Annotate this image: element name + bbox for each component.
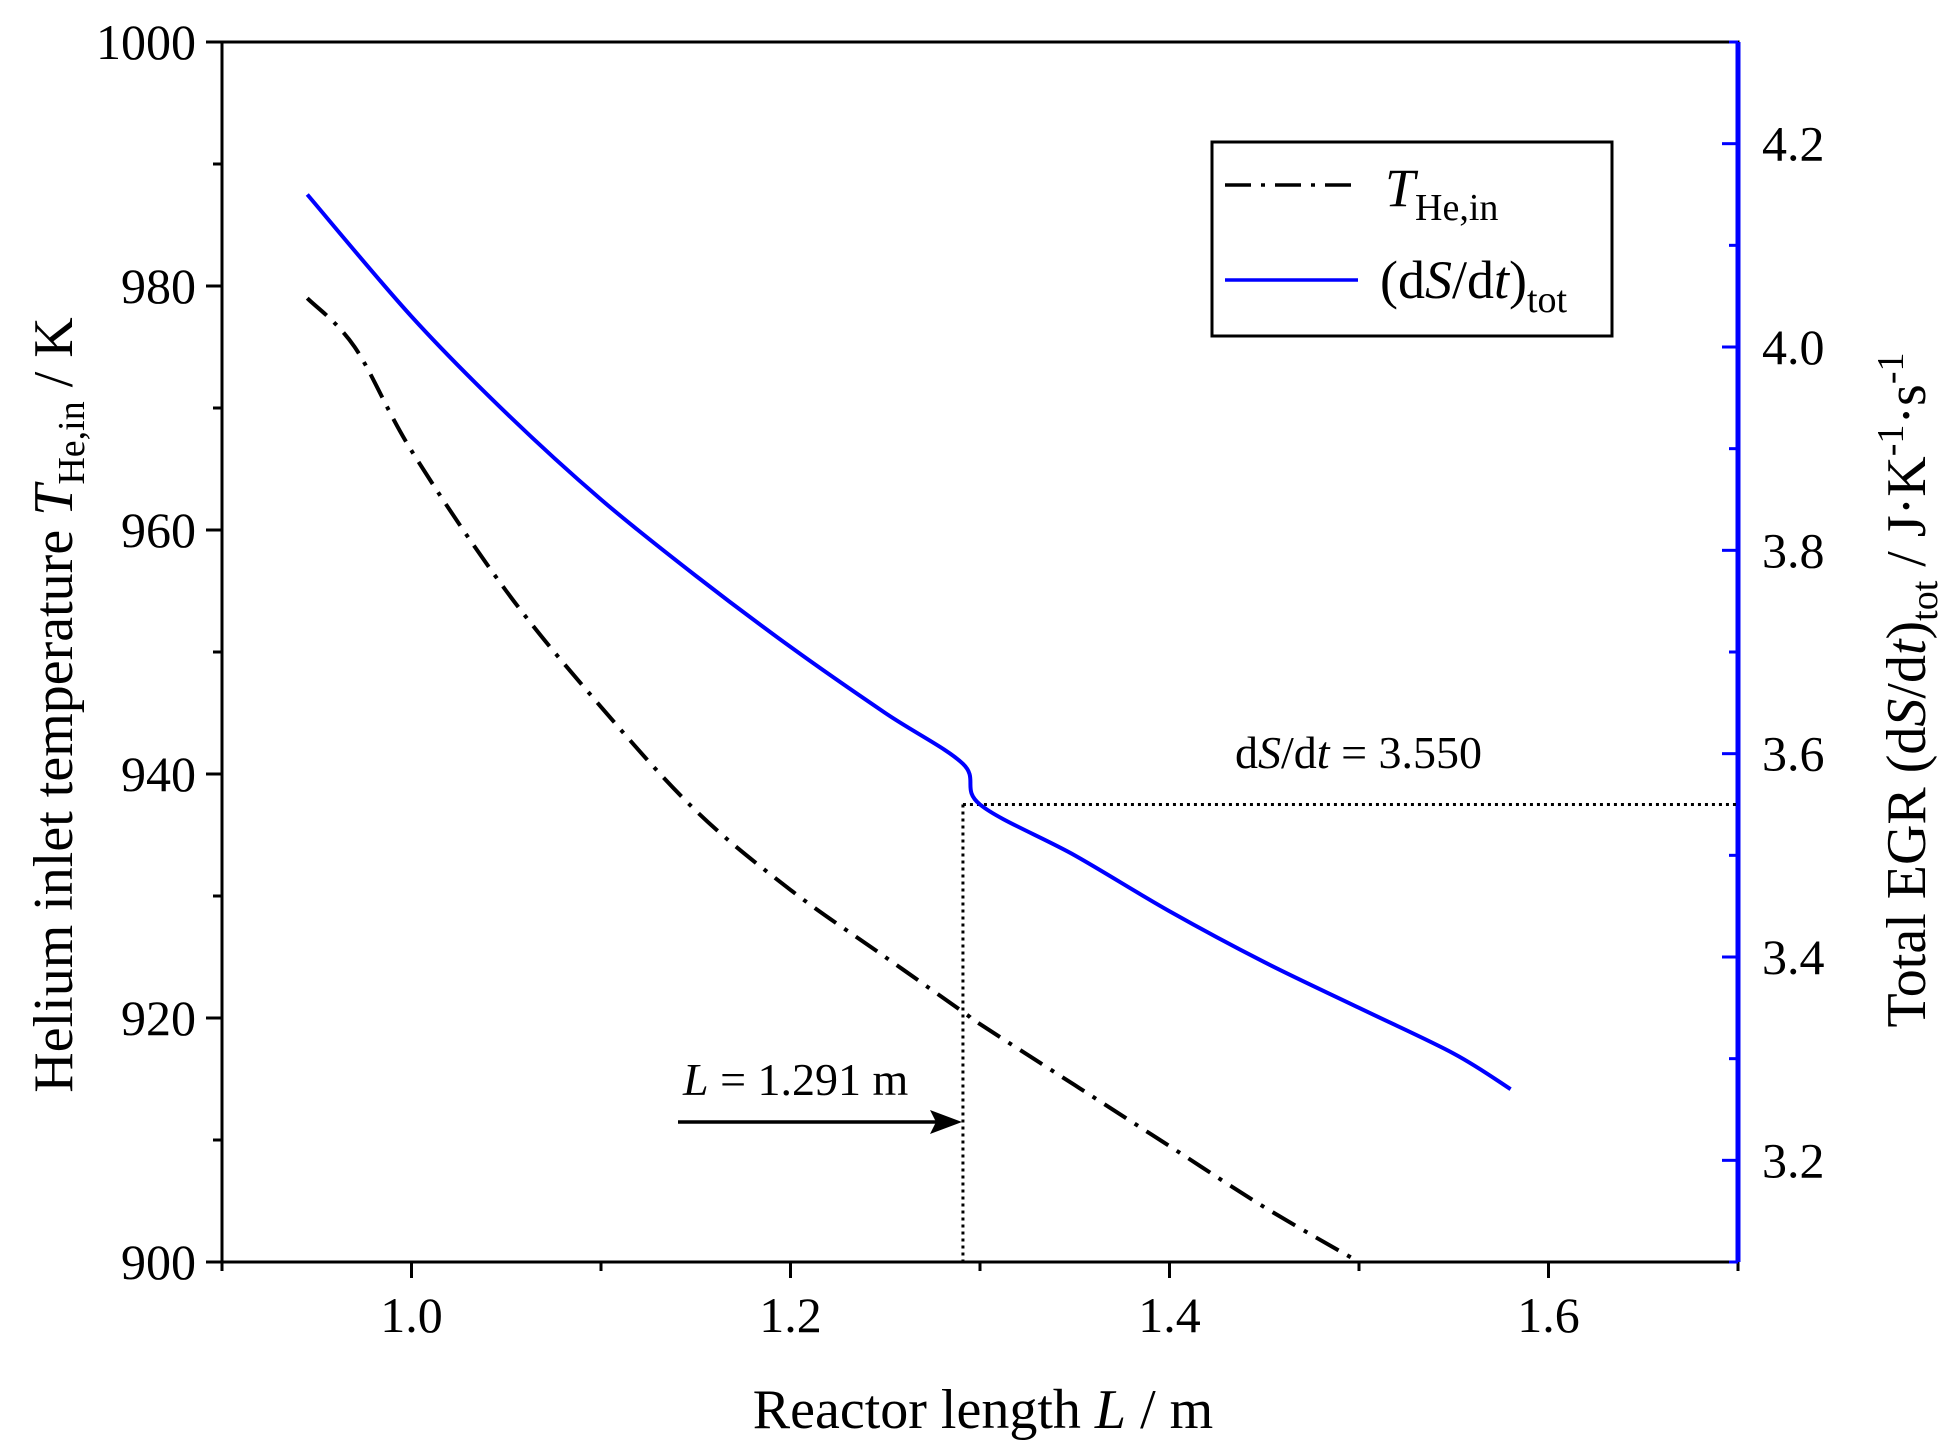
y-axis-right-title: Total EGR (dS/dt)tot / J·K-1·s-1 <box>1870 352 1946 1027</box>
x-axis-title: Reactor length L / m <box>753 1379 1213 1441</box>
annotation-length-value: L = 1.291 m <box>682 1054 909 1105</box>
series-layer <box>305 193 1512 1264</box>
y-right-tick-label: 3.6 <box>1762 726 1825 782</box>
x-tick-label: 1.2 <box>759 1287 822 1343</box>
y-left-tick-label: 940 <box>121 746 196 802</box>
y-left-tick-label: 920 <box>121 990 196 1046</box>
y-axis-left-title: Helium inlet temperature THe,in / K <box>23 317 93 1092</box>
y-left-tick-label: 980 <box>121 258 196 314</box>
legend-label-t-he-in: THe,in <box>1385 158 1498 229</box>
legend: THe,in (dS/dt)tot <box>1210 140 1614 338</box>
y-right-tick-label: 3.8 <box>1762 522 1825 578</box>
y-left-tick-label: 960 <box>121 502 196 558</box>
annotation-arrowhead <box>930 1110 962 1134</box>
legend-box <box>1210 140 1614 338</box>
series-line-dsdt-tot <box>305 193 1512 1091</box>
y-right-tick-label: 3.2 <box>1762 1132 1825 1188</box>
y-right-tick-label: 3.4 <box>1762 929 1825 985</box>
ticks-layer: 1.0 1.2 1.4 1.6 900 920 940 960 980 1000 3.2 3.4 3.6… <box>96 14 1825 1343</box>
x-tick-label: 1.0 <box>380 1287 443 1343</box>
x-tick-label: 1.6 <box>1517 1287 1580 1343</box>
guides-layer <box>961 803 1738 1262</box>
annotation-dsdt-value: dS/dt = 3.550 <box>1235 727 1482 778</box>
legend-label-dsdt-tot: (dS/dt)tot <box>1380 250 1568 321</box>
y-left-tick-label: 900 <box>121 1234 196 1290</box>
y-right-tick-label: 4.0 <box>1762 319 1825 375</box>
y-right-tick-label: 4.2 <box>1762 116 1825 172</box>
series-line-t-he-in <box>305 296 1361 1264</box>
y-left-tick-label: 1000 <box>96 14 196 70</box>
x-tick-label: 1.4 <box>1138 1287 1201 1343</box>
